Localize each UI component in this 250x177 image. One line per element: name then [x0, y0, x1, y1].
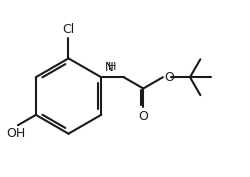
Text: O: O [164, 71, 174, 84]
Text: N: N [105, 61, 114, 74]
Text: OH: OH [6, 127, 26, 140]
Text: O: O [138, 110, 148, 123]
Text: H: H [108, 62, 116, 72]
Text: Cl: Cl [62, 23, 74, 36]
